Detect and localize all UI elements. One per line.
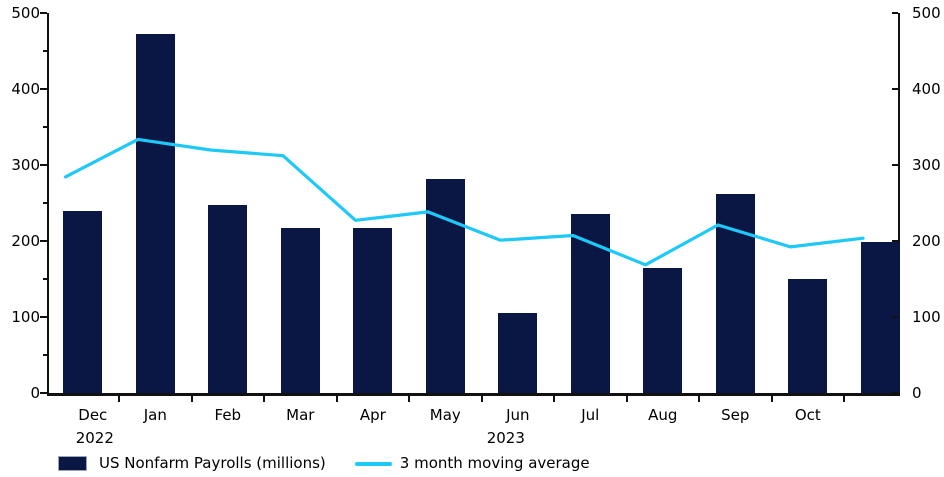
y-axis-minor-tick-left	[43, 202, 47, 204]
y-axis-major-tick-right	[892, 316, 898, 318]
y-axis-label-left: 100	[11, 308, 40, 326]
y-axis-minor-tick-left	[43, 278, 47, 280]
y-axis-label-left: 400	[11, 80, 40, 98]
legend-line-label: 3 month moving average	[399, 454, 590, 472]
x-axis-tick	[118, 393, 121, 402]
y-axis-minor-tick-left	[43, 126, 47, 128]
y-axis-label-right: 0	[912, 384, 922, 402]
x-axis-tick	[408, 393, 411, 402]
y-axis-major-tick-right	[892, 392, 898, 394]
x-axis-tick	[553, 393, 556, 402]
y-axis-major-tick-left	[40, 88, 47, 90]
bar-jan	[135, 34, 175, 393]
x-axis-label-jul: Jul	[581, 406, 600, 424]
bar-feb	[208, 204, 248, 393]
legend-bar-swatch-icon	[58, 456, 87, 471]
y-axis-major-tick-left	[40, 392, 47, 394]
y-axis-label-right: 100	[912, 308, 941, 326]
moving-average-line	[63, 137, 865, 267]
x-axis-label-aug: Aug	[648, 406, 678, 424]
x-axis-label-apr: Apr	[359, 406, 386, 424]
y-axis-label-right: 400	[912, 80, 941, 98]
y-axis-major-tick-left	[40, 12, 47, 14]
x-axis-tick	[843, 393, 846, 402]
y-axis-label-right: 200	[912, 232, 941, 250]
y-axis-label-left: 0	[30, 384, 40, 402]
x-axis-label-sep: Sep	[721, 406, 750, 424]
y-axis-label-left: 300	[11, 156, 40, 174]
y-axis-major-tick-left	[40, 240, 47, 242]
year-label-2022: 2022	[75, 429, 114, 447]
y-axis-major-tick-right	[892, 164, 898, 166]
x-axis-label-mar: Mar	[286, 406, 315, 424]
bar-jun	[498, 313, 538, 393]
bar-apr	[353, 228, 393, 393]
line-layer	[63, 137, 865, 267]
y-axis-label-left: 200	[11, 232, 40, 250]
x-axis-label-oct: Oct	[794, 406, 821, 424]
bar-oct	[788, 279, 828, 393]
x-axis-tick	[698, 393, 701, 402]
bar-aug	[643, 267, 683, 393]
y-axis-major-tick-right	[892, 88, 898, 90]
legend-line-swatch-icon	[354, 461, 392, 466]
y-axis-major-tick-left	[40, 316, 47, 318]
x-axis-label-jun: Jun	[506, 406, 530, 424]
y-axis-minor-tick-left	[43, 354, 47, 356]
year-label-2023: 2023	[486, 429, 525, 447]
x-axis-tick	[770, 393, 773, 402]
y-axis-minor-tick-left	[43, 50, 47, 52]
x-axis-tick	[190, 393, 193, 402]
x-axis-tick	[263, 393, 266, 402]
y-axis-label-right: 500	[912, 4, 941, 22]
y-axis-major-tick-right	[892, 12, 898, 14]
legend-bar-label: US Nonfarm Payrolls (millions)	[99, 454, 326, 472]
y-axis-label-left: 500	[11, 4, 40, 22]
plot-area	[40, 12, 900, 402]
y-axis-label-right: 300	[912, 156, 941, 174]
x-axis-label-jan: Jan	[143, 406, 167, 424]
y-axis-major-tick-left	[40, 164, 47, 166]
x-axis-tick	[625, 393, 628, 402]
x-axis-label-feb: Feb	[214, 406, 242, 424]
legend: US Nonfarm Payrolls (millions) 3 month m…	[58, 455, 590, 472]
x-axis-tick	[335, 393, 338, 402]
bar-dec	[63, 211, 103, 393]
x-axis-label-dec: Dec	[78, 406, 108, 424]
x-axis-tick	[480, 393, 483, 402]
x-axis-label-may: May	[429, 406, 461, 424]
y-axis-major-tick-right	[892, 240, 898, 242]
bar-mar	[280, 228, 320, 393]
